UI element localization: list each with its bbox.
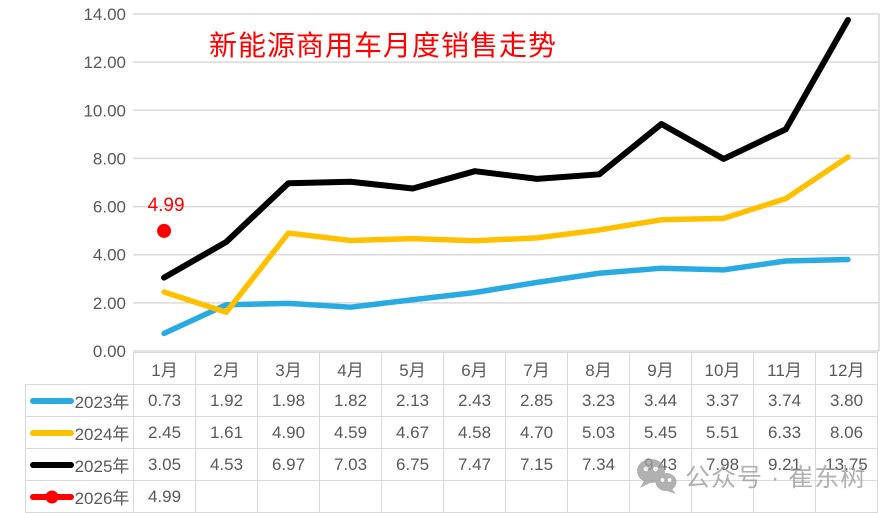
table-cell: 2.43 — [443, 384, 506, 417]
table-cell: 5.51 — [691, 416, 754, 449]
table-cell: 6.75 — [381, 448, 444, 481]
legend-label: 2026年 — [74, 489, 130, 508]
table-cell: 3.74 — [753, 384, 816, 417]
table-row: 2024年 2.45 1.61 4.90 4.59 4.67 4.58 4.70 5.03 5.4… — [25, 416, 878, 449]
table-cell: 4.70 — [505, 416, 568, 449]
table-cell — [629, 480, 692, 513]
table-header-row: 1月 2月 3月 4月 5月 6月 7月 8月 9月 10月 11月 12月 — [26, 352, 878, 385]
legend-line-marker — [29, 429, 74, 436]
table-cell: 1.98 — [257, 384, 320, 417]
y-axis-label: 4.00 — [93, 246, 126, 265]
table-cell: 9.43 — [629, 448, 692, 481]
table-cell — [257, 480, 320, 513]
table-cell: 7.98 — [691, 448, 754, 481]
table-cell: 3.23 — [567, 384, 630, 417]
table-row: 2025年 3.05 4.53 6.97 7.03 6.75 7.47 7.15 7.34 9.4… — [25, 448, 878, 481]
table-cell — [443, 480, 506, 513]
table-cell: 3.44 — [629, 384, 692, 417]
table-cell: 7.47 — [443, 448, 506, 481]
month-header: 5月 — [381, 352, 444, 385]
table-row: 2023年 0.73 1.92 1.98 1.82 2.13 2.43 2.85 3.23 3.4… — [25, 384, 878, 417]
series-line-2025年 — [161, 17, 851, 281]
y-axis-label: 8.00 — [93, 149, 126, 168]
table-cell — [381, 480, 444, 513]
series-line-2023年 — [161, 256, 851, 337]
legend-dot-marker — [45, 490, 59, 503]
month-header: 6月 — [443, 352, 506, 385]
month-header: 9月 — [629, 352, 692, 385]
table-cell: 4.67 — [381, 416, 444, 449]
month-header: 3月 — [257, 352, 320, 385]
table-cell: 13.75 — [815, 448, 878, 481]
y-axis-label: 10.00 — [83, 101, 126, 120]
month-header: 11月 — [753, 352, 816, 385]
legend-2023年: 2023年 — [25, 384, 134, 417]
chart-title: 新能源商用车月度销售走势 — [208, 30, 557, 61]
legend-label: 2024年 — [74, 425, 130, 444]
y-axis-label: 6.00 — [93, 198, 126, 217]
data-point-2026年 — [157, 223, 172, 238]
table-cell: 4.59 — [319, 416, 382, 449]
table-cell: 7.03 — [319, 448, 382, 481]
table-cell: 4.90 — [257, 416, 320, 449]
table-cell: 0.73 — [133, 384, 196, 417]
table-cell: 5.45 — [629, 416, 692, 449]
month-header: 12月 — [815, 352, 878, 385]
table-cell: 5.03 — [567, 416, 630, 449]
table-row: 2026年 4.99 — [25, 480, 878, 513]
table-cell — [505, 480, 568, 513]
table-cell: 8.06 — [815, 416, 878, 449]
month-header: 2月 — [195, 352, 258, 385]
legend-label: 2025年 — [74, 457, 130, 476]
table-corner — [26, 353, 134, 385]
table-cell: 2.13 — [381, 384, 444, 417]
y-axis-label: 14.00 — [83, 5, 126, 24]
table-cell: 4.99 — [133, 480, 196, 513]
table-cell — [567, 480, 630, 513]
table-cell — [319, 480, 382, 513]
table-cell: 1.82 — [319, 384, 382, 417]
table-cell: 4.58 — [443, 416, 506, 449]
legend-line-marker — [29, 461, 74, 468]
table-cell: 1.92 — [195, 384, 258, 417]
data-label-annotation: 4.99 — [148, 195, 185, 216]
y-axis-label: 2.00 — [93, 294, 126, 313]
table-cell: 2.45 — [133, 416, 196, 449]
table-cell: 6.97 — [257, 448, 320, 481]
data-table: 1月 2月 3月 4月 5月 6月 7月 8月 9月 10月 11月 12月 2023年 0.73 1.92… — [25, 352, 878, 513]
line-chart: 0.00 2.00 4.00 6.00 8.00 10.00 12.00 14.00 4.99 — [83, 5, 880, 361]
legend-label: 2023年 — [74, 393, 130, 412]
series-line-2024年 — [161, 154, 851, 315]
legend-2024年: 2024年 — [25, 416, 134, 449]
legend-2025年: 2025年 — [25, 448, 134, 481]
data-table-grid: 1月 2月 3月 4月 5月 6月 7月 8月 9月 10月 11月 12月 2023年 0.73 1.92… — [25, 352, 878, 513]
month-header: 8月 — [567, 352, 630, 385]
table-cell: 3.80 — [815, 384, 878, 417]
legend-line-marker — [29, 397, 74, 404]
table-cell: 3.05 — [133, 448, 196, 481]
month-header: 4月 — [319, 352, 382, 385]
month-header: 1月 — [133, 352, 196, 385]
y-axis-label: 0.00 — [93, 342, 126, 361]
legend-line-marker — [29, 490, 74, 503]
legend-2026年: 2026年 — [25, 480, 134, 513]
table-cell: 4.53 — [195, 448, 258, 481]
table-cell: 3.37 — [691, 384, 754, 417]
y-axis-label: 12.00 — [83, 53, 126, 72]
table-cell: 2.85 — [505, 384, 568, 417]
table-cell — [195, 480, 258, 513]
table-cell: 6.33 — [753, 416, 816, 449]
table-cell — [753, 480, 816, 513]
table-cell: 9.21 — [753, 448, 816, 481]
month-header: 10月 — [691, 352, 754, 385]
table-cell — [815, 480, 878, 513]
table-cell — [691, 480, 754, 513]
month-header: 7月 — [505, 352, 568, 385]
table-cell: 7.15 — [505, 448, 568, 481]
table-cell: 7.34 — [567, 448, 630, 481]
table-cell: 1.61 — [195, 416, 258, 449]
